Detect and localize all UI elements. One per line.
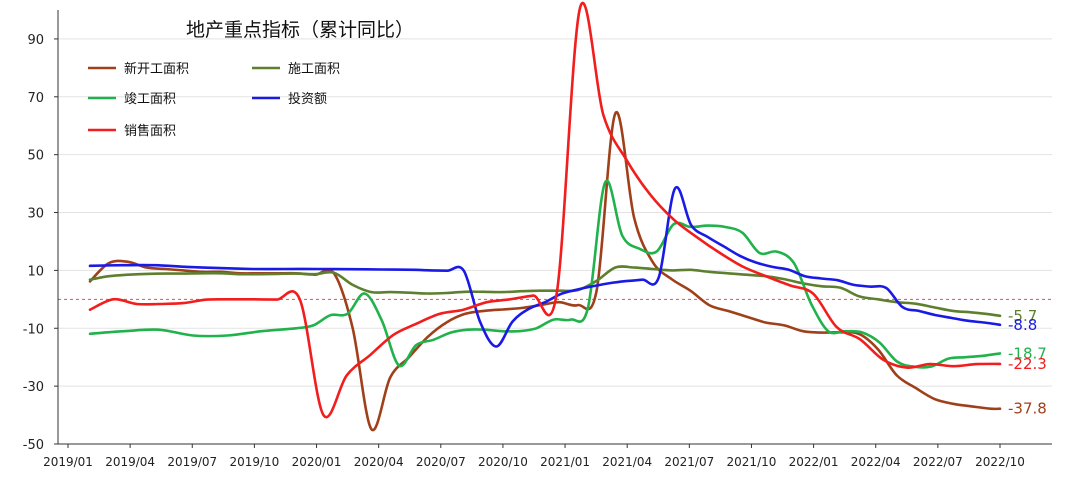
y-tick-label: 50 [27,149,44,164]
y-axis-ticks: 90 70 50 30 10 -10 -30 -50 [23,33,58,453]
x-tick-label: 2020/01 [292,455,342,469]
x-tick-label: 2022/07 [913,455,963,469]
x-tick-label: 2019/07 [167,455,217,469]
end-labels: -37.8 -5.7 -18.7 -8.8 -22.3 [1008,307,1047,418]
x-tick-label: 2020/07 [416,455,466,469]
legend-label: 销售面积 [124,123,176,139]
axes [57,10,1052,445]
legend-label: 竣工面积 [124,92,176,107]
series-end-label: -5.7 [1008,307,1037,325]
y-tick-label: 30 [27,207,44,222]
y-tick-label: 90 [27,33,44,48]
x-tick-label: 2021/10 [727,455,777,469]
legend-label: 新开工面积 [124,61,189,77]
series-line [88,185,1002,348]
series-lines [88,2,1002,432]
series-end-label: -18.7 [1008,344,1047,362]
y-tick-label: -10 [23,322,44,337]
y-tick-label: 10 [27,264,44,279]
y-tick-label: -50 [23,438,44,453]
x-tick-label: 2022/01 [789,455,839,469]
series-line [88,2,1002,419]
legend-label: 投资额 [288,91,327,107]
series-line [88,265,1002,318]
series-end-label: -22.3 [1008,355,1047,373]
x-tick-label: 2019/01 [43,455,93,469]
grid-lines [58,38,1052,445]
series-end-label: -37.8 [1008,400,1047,418]
x-tick-label: 2022/04 [851,455,901,469]
x-tick-label: 2021/07 [664,455,714,469]
x-axis-ticks: 2019/01 2019/04 2019/07 2019/10 2020/01 2020/… [43,444,1025,469]
series-line [88,179,1002,369]
series-end-label: -8.8 [1008,316,1037,334]
x-tick-label: 2019/04 [105,455,155,469]
y-tick-label: -30 [23,380,44,395]
x-tick-label: 2020/04 [354,455,404,469]
x-tick-label: 2021/04 [602,455,652,469]
x-tick-label: 2019/10 [229,455,279,469]
y-tick-label: 70 [27,91,44,106]
x-tick-label: 2021/01 [540,455,590,469]
series-line [88,111,1002,432]
x-tick-label: 2020/10 [478,455,528,469]
chart-title: 地产重点指标（累计同比） [186,19,414,41]
legend-label: 施工面积 [288,62,340,77]
x-tick-label: 2022/10 [975,455,1025,469]
